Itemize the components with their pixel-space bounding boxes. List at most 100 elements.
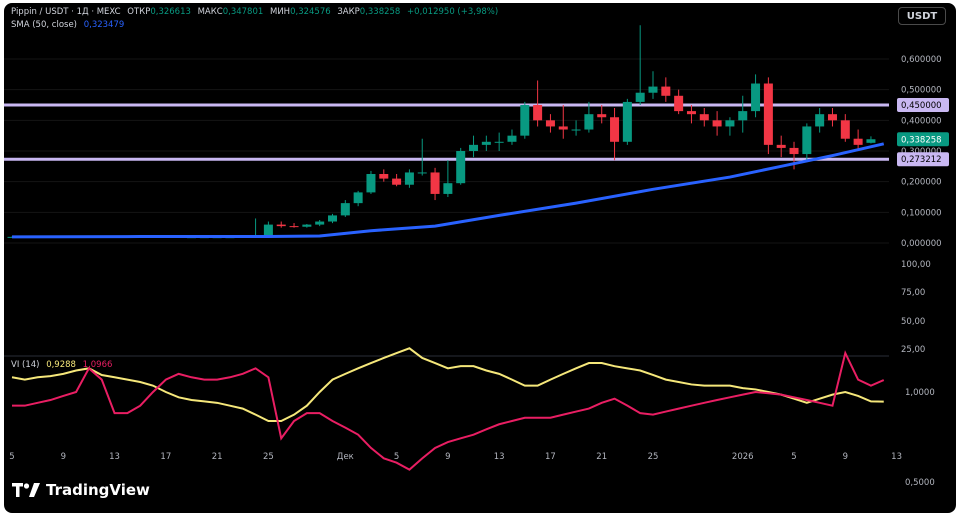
symbol-title: Pippin / USDT · 1Д · MEXC ОТКР0,326613 М… xyxy=(11,7,498,17)
candle-body xyxy=(674,95,684,112)
candle-body xyxy=(404,172,414,185)
vi-axis: 1,0000 0,5000 xyxy=(905,388,935,488)
chart-window: 0,600000 0,500000 0,400000 0,300000 0,200000… xyxy=(4,3,956,513)
candle-body xyxy=(610,117,620,142)
vi-minus-line xyxy=(12,350,885,471)
price-chart[interactable]: 0,600000 0,500000 0,400000 0,300000 0,200000… xyxy=(4,3,956,513)
candle-body xyxy=(763,83,773,145)
vi-legend[interactable]: VI (14) 0,9288 1,0966 xyxy=(11,360,112,370)
candle-body xyxy=(520,104,530,136)
vi-pane: 1,0000 0,5000 xyxy=(11,347,935,488)
volume-tick-label: 75,00 xyxy=(901,288,925,298)
candle-body xyxy=(443,183,453,194)
candle-body xyxy=(494,141,504,143)
tradingview-icon xyxy=(12,483,40,497)
candle-body xyxy=(622,101,632,142)
candle-body xyxy=(328,215,337,222)
sma-legend[interactable]: SMA (50, close) 0,323479 xyxy=(11,20,124,30)
candle-body xyxy=(853,138,863,145)
candle-body xyxy=(802,126,812,155)
candle-body xyxy=(635,92,645,102)
candle-body xyxy=(584,114,594,130)
last-price-label: 0,338258 xyxy=(901,135,942,145)
candle-body xyxy=(827,114,837,121)
candle-body xyxy=(648,86,658,93)
level-label-low: 0,273212 xyxy=(901,155,942,165)
price-tick-label: 0,300000 xyxy=(901,147,942,157)
level-label-high-box xyxy=(897,97,949,112)
volume-tick-label: 100,00 xyxy=(901,260,931,270)
time-tick-label: 21 xyxy=(596,452,607,462)
time-tick-label: 9 xyxy=(61,452,66,462)
time-tick-label: 5 xyxy=(9,452,14,462)
candle-body xyxy=(533,104,543,121)
candle-body xyxy=(751,83,761,112)
candle-body xyxy=(353,192,363,204)
candle-body xyxy=(686,111,696,115)
volume-tick-label: 25,00 xyxy=(901,345,925,355)
candle-body xyxy=(699,114,709,121)
candle-body xyxy=(289,226,299,228)
candle-body xyxy=(379,173,389,179)
candle-body xyxy=(738,111,748,121)
candle-body xyxy=(712,120,722,127)
time-tick-label: 2026 xyxy=(732,452,754,462)
time-tick-label: 5 xyxy=(394,452,399,462)
level-label-high: 0,450000 xyxy=(901,101,942,111)
vi-tick-label: 1,0000 xyxy=(905,388,935,398)
candle-body xyxy=(456,150,466,184)
price-axis: 0,600000 0,500000 0,400000 0,300000 0,200000… xyxy=(901,55,942,249)
time-tick-label: 13 xyxy=(109,452,120,462)
time-tick-label: 21 xyxy=(212,452,223,462)
candle-body xyxy=(263,224,273,236)
time-tick-label: 9 xyxy=(445,452,450,462)
candle-body xyxy=(7,236,17,238)
candle-body xyxy=(545,120,555,127)
candle-body xyxy=(866,139,876,143)
vi-plus-line xyxy=(11,347,884,422)
candle-body xyxy=(430,172,440,194)
time-tick-label: 5 xyxy=(791,452,796,462)
price-tick-label: 0,000000 xyxy=(901,239,942,249)
time-tick-label: 25 xyxy=(263,452,274,462)
last-price-label-box xyxy=(897,132,949,147)
sma-line xyxy=(11,142,885,239)
candle-body xyxy=(789,147,799,155)
candles xyxy=(7,25,876,239)
candle-body xyxy=(725,120,735,127)
candle-body xyxy=(417,172,427,174)
volume-tick-label: 50,00 xyxy=(901,317,925,327)
grid-lines xyxy=(4,58,889,244)
candle-body xyxy=(597,114,607,118)
price-tick-label: 0,400000 xyxy=(901,116,942,126)
candle-body xyxy=(302,224,312,227)
time-axis: 5 9 13 17 21 25 Дек 5 9 13 17 21 25 2026 5 9 13 xyxy=(9,452,902,462)
candle-body xyxy=(315,221,325,225)
level-label-low-box xyxy=(897,152,949,167)
brand-name: TradingView xyxy=(46,481,150,499)
tradingview-logo[interactable]: TradingView xyxy=(12,481,150,499)
price-tick-label: 0,100000 xyxy=(901,208,942,218)
candle-body xyxy=(661,86,671,96)
currency-button[interactable]: USDT xyxy=(898,7,946,25)
price-labels: 0,450000 0,338258 0,273212 xyxy=(897,97,949,167)
time-tick-label: 13 xyxy=(494,452,505,462)
price-tick-label: 0,200000 xyxy=(901,178,942,188)
candle-body xyxy=(392,178,402,185)
candle-body xyxy=(340,203,350,216)
vi-tick-label: 0,5000 xyxy=(905,478,935,488)
candle-body xyxy=(276,224,286,227)
candle-body xyxy=(840,120,850,139)
time-tick-label: 25 xyxy=(648,452,659,462)
candle-body xyxy=(366,173,376,193)
time-tick-label: 9 xyxy=(843,452,848,462)
candle-body xyxy=(558,126,568,130)
time-tick-label: 17 xyxy=(160,452,171,462)
level-lines xyxy=(4,103,889,161)
price-tick-label: 0,600000 xyxy=(901,55,942,65)
candle-body xyxy=(815,114,825,127)
time-tick-label: 13 xyxy=(891,452,902,462)
candle-body xyxy=(776,144,786,148)
time-tick-label: 17 xyxy=(545,452,556,462)
candle-body xyxy=(571,129,581,131)
